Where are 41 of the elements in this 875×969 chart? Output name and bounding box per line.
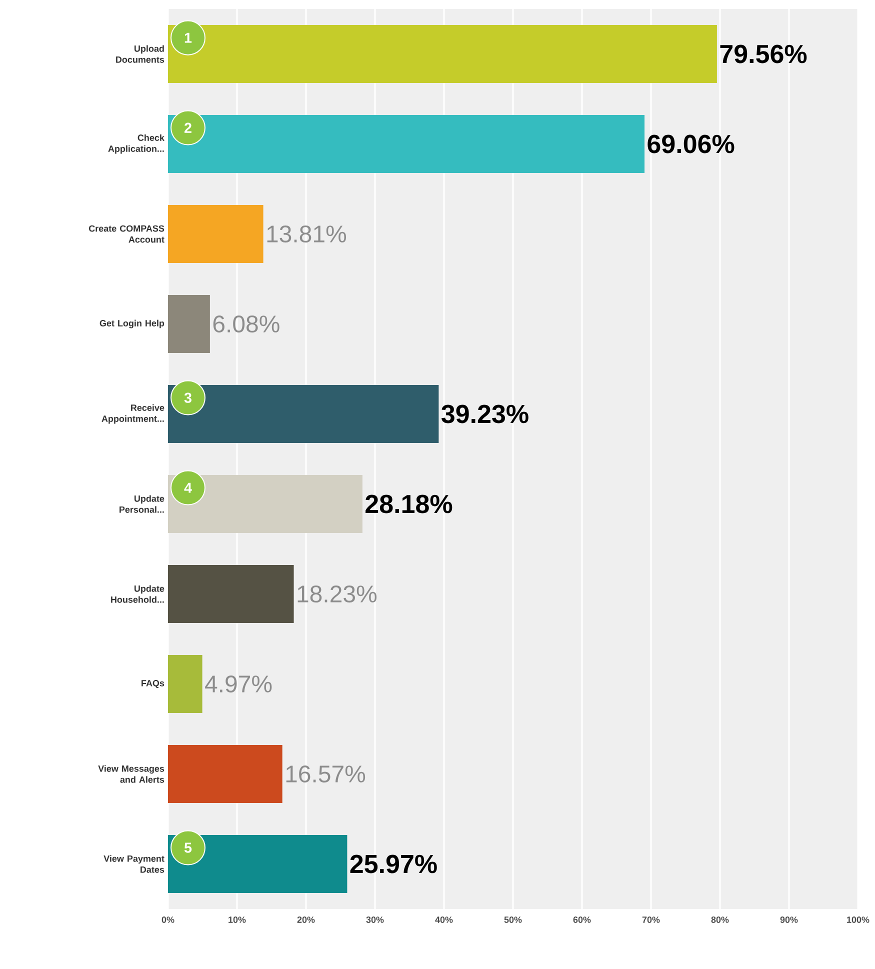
y-tick-label: FAQs <box>142 680 164 688</box>
data-label: 4.97% <box>205 676 272 693</box>
data-label: 79.56% <box>720 44 807 64</box>
annotation: 2 <box>184 122 192 133</box>
y-tick-label: Get Login Help <box>100 320 164 328</box>
data-label: 18.23% <box>298 586 377 603</box>
data-label: 13.81% <box>267 226 346 243</box>
y-tick-label: Receive Appointment... <box>102 404 164 424</box>
y-tick-label: Create COMPASS Account <box>88 225 164 243</box>
x-tick-label: 100% <box>847 916 870 923</box>
data-label: 39.23% <box>441 404 528 424</box>
x-tick-label: 80% <box>711 916 729 923</box>
x-tick-label: 60% <box>573 916 591 923</box>
annotation: 3 <box>184 392 192 403</box>
y-tick-label: Check Application... <box>108 134 164 154</box>
data-label: 25.97% <box>350 854 437 874</box>
bar <box>168 295 210 354</box>
annotation: 1 <box>184 32 192 43</box>
x-tick-label: 50% <box>504 916 522 923</box>
bar <box>168 745 282 804</box>
x-tick-label: 0% <box>162 916 174 923</box>
data-label: 28.18% <box>366 494 452 514</box>
x-tick-label: 30% <box>366 916 384 923</box>
bar <box>168 565 294 624</box>
y-tick-label: View Payment Dates <box>104 855 164 873</box>
x-tick-label: 70% <box>642 916 660 923</box>
x-tick-label: 10% <box>228 916 246 923</box>
x-tick-label: 20% <box>297 916 315 923</box>
bar <box>168 655 202 714</box>
y-tick-label: Update Household... <box>111 585 164 603</box>
data-label: 69.06% <box>648 134 734 154</box>
data-label: 16.57% <box>286 766 366 783</box>
annotation: 5 <box>184 842 192 853</box>
y-tick-label: Update Personal... <box>120 495 164 513</box>
bar <box>168 205 264 264</box>
x-tick-label: 40% <box>435 916 453 923</box>
x-tick-label: 90% <box>780 916 798 923</box>
annotation: 4 <box>184 482 192 493</box>
y-tick-label: Upload Documents <box>116 45 164 63</box>
data-label: 6.08% <box>213 316 280 333</box>
y-tick-label: View Messages and Alerts <box>98 765 164 783</box>
